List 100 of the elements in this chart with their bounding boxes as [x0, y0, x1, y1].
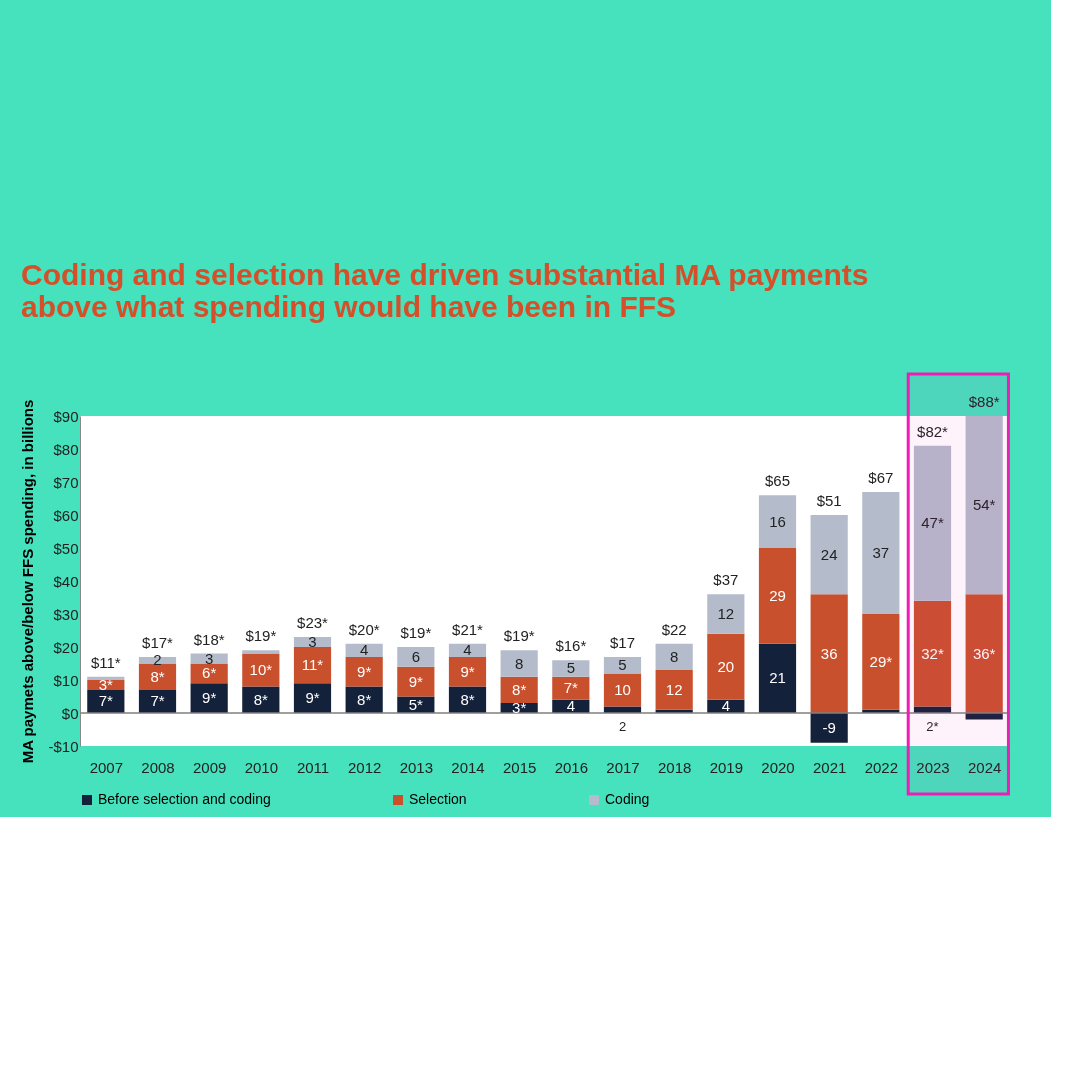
total-label: $16*	[555, 637, 587, 655]
y-tick-label: -$10	[48, 737, 79, 755]
bar	[552, 676, 590, 700]
bar	[500, 650, 538, 677]
x-tick-label: 2016	[554, 758, 589, 776]
y-tick-label: $60	[53, 506, 79, 524]
bar	[862, 614, 900, 710]
total-label: $11*	[90, 653, 121, 671]
data-label: 4	[359, 641, 369, 659]
data-label: 36	[820, 644, 838, 662]
bar	[397, 647, 435, 667]
data-label: 16	[769, 512, 786, 530]
data-label: 7*	[150, 692, 165, 710]
total-label: $65	[764, 472, 791, 490]
bar	[810, 713, 848, 743]
data-label: 8	[669, 647, 679, 665]
data-label: 47*	[921, 514, 944, 532]
x-tick-label: 2014	[451, 758, 485, 776]
bar	[603, 673, 642, 707]
data-label: 3	[308, 633, 317, 651]
total-label: $21*	[452, 620, 484, 638]
data-label: 3*	[98, 675, 114, 693]
total-label: $22	[661, 620, 687, 638]
y-axis-title: MA paymets above/below FFS spending, in billions	[19, 399, 37, 764]
total-label: $82*	[917, 422, 949, 440]
bar	[965, 416, 1003, 595]
bar	[913, 600, 952, 707]
bar	[293, 647, 332, 684]
data-label: 5*	[408, 695, 424, 713]
bar	[758, 548, 797, 644]
x-tick-label: 2011	[296, 758, 330, 776]
data-label: 8	[514, 654, 524, 672]
data-label: 12	[717, 605, 735, 622]
legend-label: Coding	[605, 791, 650, 807]
total-label: $20*	[348, 620, 380, 638]
data-label: 36*	[972, 644, 996, 662]
data-label: 8*	[460, 690, 475, 708]
data-label: 4	[566, 697, 576, 715]
bar	[655, 670, 693, 710]
data-label: 4	[463, 641, 472, 659]
x-tick-label: 2009	[192, 758, 227, 776]
data-label: 3	[204, 649, 214, 667]
data-label: 24	[820, 545, 838, 563]
data-label: 4	[721, 697, 731, 715]
x-tick-label: 2019	[709, 758, 744, 776]
total-label: $67	[868, 468, 894, 486]
bar	[707, 594, 745, 634]
chart-title: Coding and selection have driven substantial MA payments above what spending would have been in FFS	[20, 257, 869, 323]
data-label: 9*	[460, 662, 475, 680]
x-tick-label: 2017	[606, 758, 640, 776]
bar	[913, 445, 952, 601]
y-tick-label: $30	[53, 605, 79, 623]
total-label: $19*	[245, 627, 277, 645]
bar	[810, 594, 848, 713]
bar	[758, 643, 797, 713]
data-label: 9*	[408, 672, 424, 690]
bar	[87, 676, 125, 680]
bar	[345, 656, 383, 687]
x-tick-label: 2007	[89, 758, 124, 776]
data-label: 20	[717, 657, 735, 675]
bar	[138, 656, 177, 664]
bar	[552, 660, 590, 677]
x-tick-label: 2020	[761, 758, 795, 776]
data-label: 8*	[253, 690, 269, 708]
data-label: 11*	[301, 656, 324, 674]
data-label: 9*	[305, 689, 320, 707]
bar	[655, 643, 693, 671]
x-tick-label: 2013	[399, 758, 434, 776]
data-label: 29	[769, 586, 786, 604]
data-label: -9	[822, 718, 836, 736]
bar	[397, 666, 435, 697]
y-tick-label: $50	[53, 539, 79, 557]
y-tick-label: $10	[53, 671, 79, 689]
data-label: 7*	[98, 692, 114, 710]
bar	[862, 491, 900, 614]
data-label: 9*	[202, 689, 217, 707]
data-label: 7*	[563, 679, 579, 697]
total-label: $19*	[503, 627, 535, 645]
x-tick-label: 2015	[502, 758, 537, 776]
data-label: 10*	[249, 661, 273, 679]
x-tick-label: 2024	[967, 758, 1002, 776]
data-label: 54*	[972, 496, 996, 514]
y-tick-label: $80	[53, 440, 79, 458]
total-label: $18*	[193, 630, 225, 648]
data-label: 8*	[512, 680, 527, 698]
data-label: 10	[614, 680, 631, 698]
bar	[758, 495, 797, 548]
bar	[707, 633, 745, 700]
data-label: 8*	[357, 690, 372, 708]
total-label: $17*	[142, 633, 174, 651]
y-tick-label: $40	[53, 572, 79, 590]
data-label: 5	[566, 659, 576, 677]
data-label: 37	[872, 543, 890, 561]
total-label: $51	[816, 492, 842, 509]
data-label: 2*	[926, 719, 939, 734]
y-tick-label: $90	[53, 407, 79, 425]
data-label: 12	[665, 680, 683, 698]
data-label: 9*	[357, 662, 372, 680]
bar	[810, 515, 848, 595]
bar	[242, 650, 280, 654]
